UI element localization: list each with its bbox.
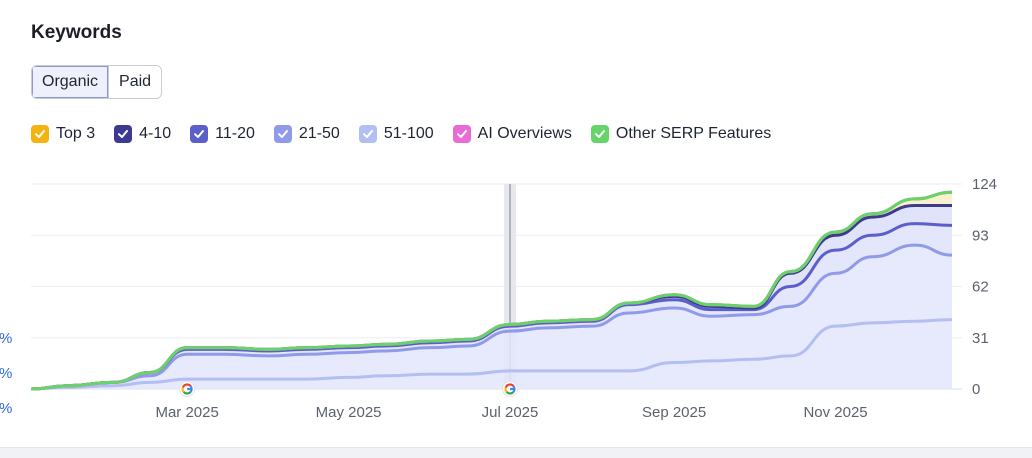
legend-51-100[interactable]: 51-100 <box>358 125 434 143</box>
series-line-51-100 <box>30 318 953 391</box>
organic-paid-toggle[interactable]: Organic Paid <box>31 65 163 99</box>
checkbox-check-icon[interactable] <box>114 125 133 143</box>
y-tick-label: 31 <box>972 330 989 347</box>
legend-label: Top 3 <box>56 125 96 142</box>
google-icon <box>502 381 519 397</box>
legend-top-3[interactable]: Top 3 <box>31 125 95 143</box>
x-tick-label: Sep 2025 <box>642 404 706 421</box>
google-icon-arc <box>505 391 515 395</box>
x-tick-label: Nov 2025 <box>803 404 867 421</box>
google-icon-arc <box>181 387 185 393</box>
legend-label: 21-50 <box>298 125 340 142</box>
google-icon-arc <box>182 391 192 395</box>
legend-other-serp-features[interactable]: Other SERP Features <box>590 125 772 143</box>
google-icon <box>179 381 196 397</box>
series-line-other-serp-features <box>30 190 953 391</box>
keywords-chart[interactable]: 0 31 62 93 124 Mar 2025 May 2025 Jul 2025 Sep 20… <box>0 170 1032 430</box>
x-tick-label: May 2025 <box>316 404 382 421</box>
left-percent-label: % <box>0 330 13 347</box>
chart-legend: Top 3 4-10 11-20 21-50 51-100 AI Overviews Oth… <box>31 125 790 143</box>
legend-label: 11-20 <box>215 125 255 142</box>
google-icon-arc <box>504 383 515 389</box>
section-title: Keywords <box>31 22 122 43</box>
legend-21-50[interactable]: 21-50 <box>273 125 340 143</box>
tab-paid[interactable]: Paid <box>108 66 162 98</box>
series-area-21-50 <box>31 245 952 389</box>
bottom-divider <box>0 447 1032 458</box>
checkbox-check-icon[interactable] <box>273 125 292 143</box>
legend-11-20[interactable]: 11-20 <box>190 125 255 143</box>
checkbox-check-icon[interactable] <box>452 125 471 143</box>
x-tick-label: Mar 2025 <box>155 404 218 421</box>
legend-ai-overviews[interactable]: AI Overviews <box>452 125 572 143</box>
checkbox-check-icon[interactable] <box>190 125 209 143</box>
left-percent-label: % <box>0 400 13 417</box>
google-icon-arc <box>504 387 508 393</box>
checkbox-check-icon[interactable] <box>358 125 377 143</box>
checkbox-check-icon[interactable] <box>590 125 609 143</box>
series-area-51-100 <box>31 319 952 389</box>
legend-label: 4-10 <box>139 125 172 142</box>
google-icon-arc <box>181 383 192 389</box>
y-tick-label: 124 <box>972 176 997 193</box>
checkbox-check-icon[interactable] <box>31 125 49 143</box>
y-tick-label: 62 <box>972 279 989 296</box>
series-line-21-50 <box>30 243 953 391</box>
tab-organic[interactable]: Organic <box>32 66 109 98</box>
series-area-4-10 <box>31 205 952 389</box>
legend-label: AI Overviews <box>477 125 572 142</box>
x-tick-label: Jul 2025 <box>482 404 539 421</box>
left-percent-label: % <box>0 365 13 382</box>
legend-label: 51-100 <box>383 125 434 142</box>
y-tick-label: 0 <box>972 381 980 398</box>
legend-label: Other SERP Features <box>615 125 772 142</box>
y-tick-label: 93 <box>972 227 989 244</box>
legend-4-10[interactable]: 4-10 <box>114 125 171 143</box>
